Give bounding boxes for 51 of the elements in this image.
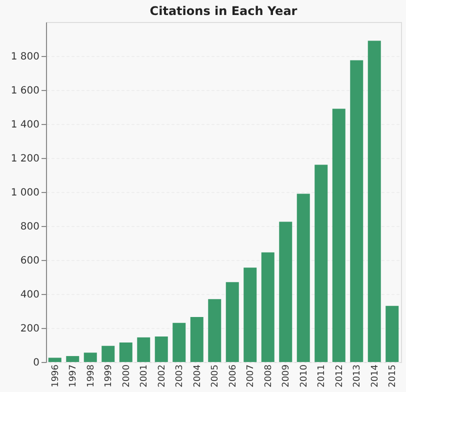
x-tick-label: 2000 — [122, 364, 132, 388]
bar — [190, 316, 204, 362]
x-tick-label: 2013 — [352, 364, 363, 388]
y-tick-label: 800 — [20, 222, 40, 232]
chart-title: Citations in Each Year — [150, 4, 298, 18]
bar — [279, 222, 292, 362]
bar — [102, 346, 115, 362]
x-tick-label: 2014 — [370, 364, 380, 388]
x-tick-label: 2006 — [228, 364, 238, 388]
y-tick-label: 1 600 — [10, 86, 40, 96]
x-tick-label: 2009 — [282, 364, 292, 388]
y-tick-label: 0 — [33, 358, 40, 368]
x-tick-label: 2007 — [246, 364, 256, 388]
bar — [119, 342, 132, 362]
y-tick-label: 400 — [20, 290, 40, 300]
bar — [350, 60, 364, 362]
y-tick-label: 1 400 — [10, 120, 40, 130]
bar — [208, 299, 222, 362]
bar — [137, 337, 150, 362]
x-tick-label: 2003 — [175, 364, 186, 388]
bar — [244, 268, 257, 362]
x-tick-label: 2011 — [317, 364, 328, 388]
x-tick-label: 2001 — [140, 364, 150, 388]
bar — [84, 352, 97, 362]
bar — [296, 194, 310, 362]
x-tick-label: 2004 — [192, 364, 203, 388]
x-tick-label: 2002 — [157, 364, 168, 388]
x-tick-label: 1997 — [68, 364, 79, 388]
x-tick-label: 2015 — [388, 364, 398, 388]
bar — [226, 282, 239, 362]
y-tick-label: 600 — [20, 256, 40, 266]
y-tick-label: 1 000 — [10, 188, 40, 198]
x-tick-label: 2008 — [264, 364, 274, 388]
bar — [172, 322, 186, 362]
x-tick-label: 2010 — [299, 364, 310, 388]
bar — [154, 336, 168, 362]
y-tick-label: 1 200 — [10, 154, 40, 164]
x-tick-label: 1999 — [104, 364, 114, 388]
x-tick-label: 1998 — [86, 364, 96, 388]
x-tick-label: 2005 — [210, 364, 221, 388]
x-tick-label: 2012 — [334, 364, 345, 388]
bar — [332, 108, 346, 362]
bar — [368, 40, 381, 362]
x-tick-label: 1996 — [50, 364, 61, 388]
bar — [66, 356, 80, 362]
y-tick-label: 1 800 — [10, 52, 40, 62]
bar — [48, 358, 62, 362]
bar — [386, 306, 399, 362]
bar — [314, 164, 328, 362]
y-tick-label: 200 — [20, 324, 40, 334]
bar — [261, 252, 274, 362]
